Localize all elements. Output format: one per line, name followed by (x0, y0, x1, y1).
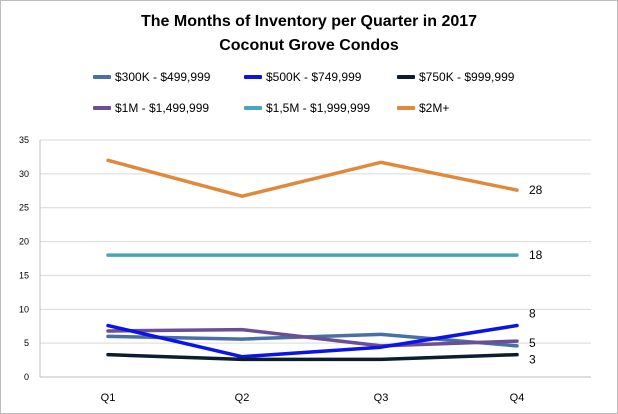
legend-label: $750K - $999,999 (419, 70, 515, 84)
y-tick-label: 15 (19, 270, 29, 280)
legend-label: $2M+ (419, 101, 450, 115)
y-tick-label: 25 (19, 203, 29, 213)
y-tick-label: 10 (19, 304, 29, 314)
legend-item-1-5m: $1,5M - $1,999,999 (244, 100, 370, 116)
series-line (106, 327, 519, 348)
legend-swatch (93, 75, 111, 79)
legend-swatch (93, 106, 111, 110)
x-tick-label: Q2 (235, 392, 250, 404)
legend-swatch (244, 106, 262, 110)
legend-label: $300K - $499,999 (115, 70, 211, 84)
chart-title: The Months of Inventory per Quarter in 2… (140, 13, 478, 30)
legend-item-2m: $2M+ (397, 100, 449, 116)
chart-subtitle: Coconut Grove Condos (219, 37, 399, 54)
y-tick-label: 35 (19, 135, 29, 145)
x-tick-label: Q3 (374, 392, 389, 404)
legend-swatch (397, 75, 415, 79)
legend-item-750k: $750K - $999,999 (397, 69, 514, 85)
legend-label: $1M - $1,499,999 (115, 101, 210, 115)
series-line (106, 352, 519, 362)
legend-item-500k: $500K - $749,999 (244, 69, 361, 85)
data-label: 28 (529, 183, 543, 197)
legend-swatch (397, 106, 415, 110)
data-label: 3 (529, 352, 536, 366)
data-label: 8 (529, 306, 536, 320)
y-tick-label: 20 (19, 237, 29, 247)
series-line (106, 158, 519, 198)
x-tick-label: Q4 (510, 392, 525, 404)
y-tick-label: 30 (19, 169, 29, 179)
legend-label: $1,5M - $1,999,999 (266, 101, 371, 115)
legend-item-1m: $1M - $1,499,999 (93, 100, 209, 116)
legend-swatch (244, 75, 262, 79)
series-line (106, 323, 519, 359)
y-tick-label: 5 (24, 338, 29, 348)
data-label: 18 (529, 248, 543, 262)
legend-label: $500K - $749,999 (266, 70, 362, 84)
legend-item-300k: $300K - $499,999 (93, 69, 210, 85)
data-label: 5 (529, 336, 536, 350)
y-tick-label: 0 (24, 372, 29, 382)
x-tick-label: Q1 (101, 392, 116, 404)
